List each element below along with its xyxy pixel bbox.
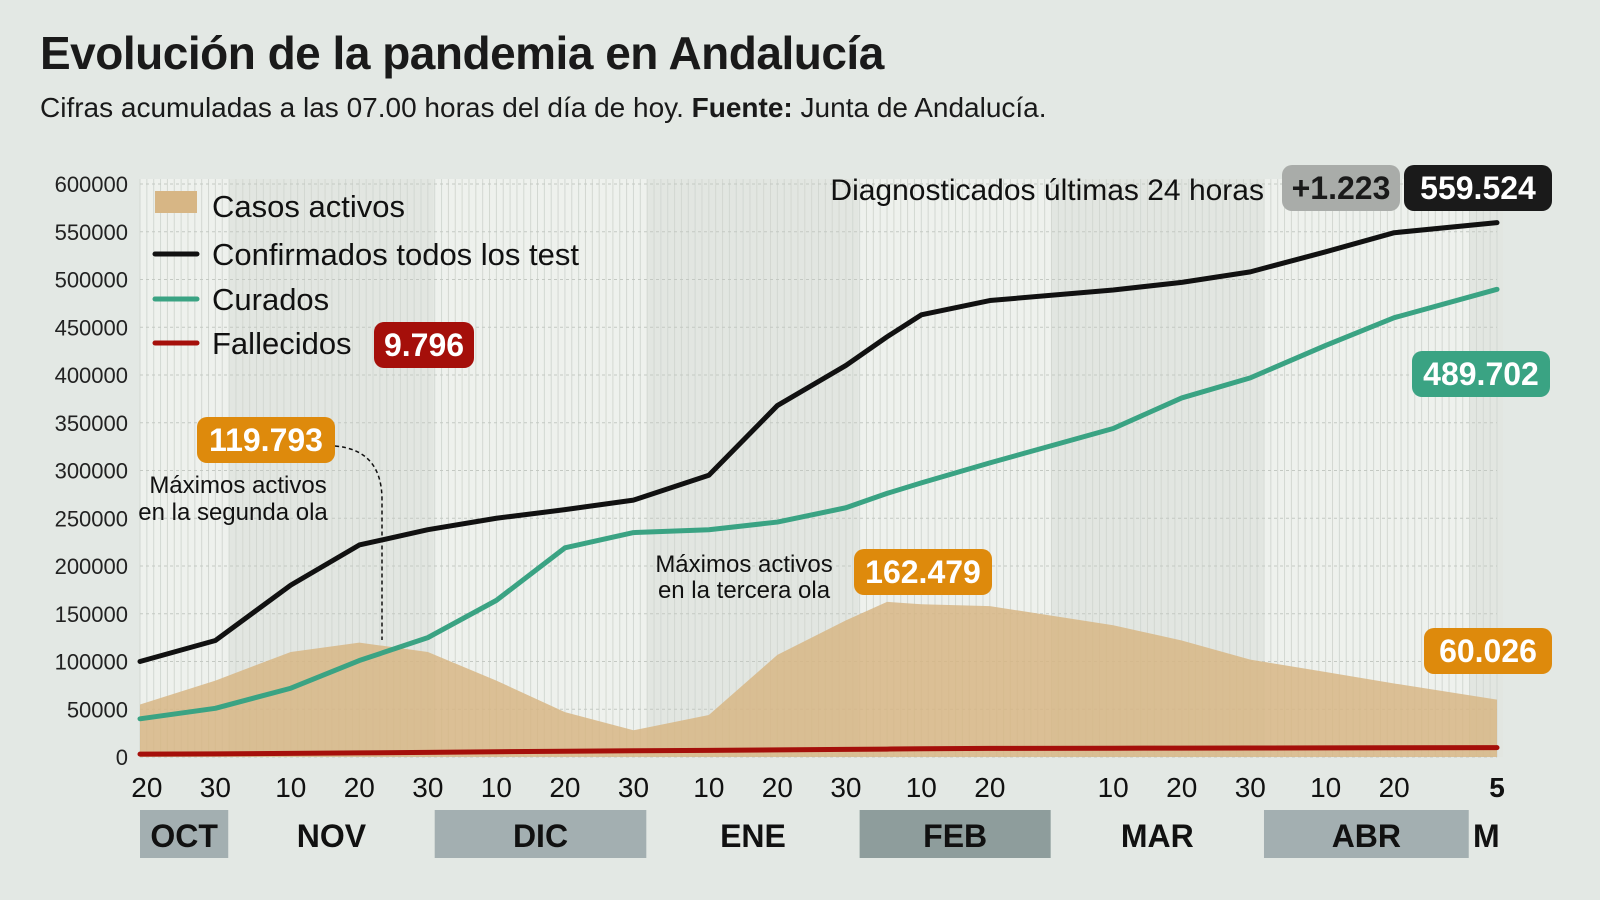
third-wave-note-1: Máximos activos: [655, 551, 832, 578]
month-label-ene: ENE: [720, 818, 786, 854]
confirmed-badge-text: 559.524: [1420, 170, 1536, 206]
x-tick-label: 20: [131, 772, 162, 803]
third-wave-badge-bg: [854, 549, 992, 595]
confirmed-badge: 559.524: [1404, 165, 1552, 211]
third-wave-badge-text: 162.479: [865, 554, 981, 590]
y-tick-label: 150000: [55, 602, 128, 627]
y-tick-label: 450000: [55, 315, 128, 340]
cured-badge-text: 489.702: [1423, 356, 1539, 392]
month-box: [1263, 810, 1469, 858]
active-badge-text: 60.026: [1439, 633, 1537, 669]
month-label-oct: OCT: [150, 818, 218, 854]
legend-label-confirmed: Confirmados todos los test: [212, 237, 579, 272]
month-label-feb: FEB: [923, 818, 987, 854]
source-name: Junta de Andalucía.: [800, 92, 1047, 123]
y-tick-label: 350000: [55, 411, 128, 436]
month-label-mar: MAR: [1121, 818, 1194, 854]
month-box: [434, 810, 647, 858]
subtitle-text: Cifras acumuladas a las 07.00 horas del …: [40, 92, 684, 123]
month-band: [1469, 179, 1503, 757]
legend-label-active: Casos activos: [212, 189, 405, 224]
third-wave-badge: 162.479: [854, 549, 992, 595]
second-wave-badge-text: 119.793: [209, 422, 323, 458]
legend-swatch-casos-activos: [155, 191, 197, 213]
y-tick-label: 500000: [55, 268, 128, 293]
x-tick-label: 10: [1098, 772, 1129, 803]
x-tick-label: 20: [1166, 772, 1197, 803]
series-line-cured: [137, 286, 1500, 722]
second-wave-note-2: en la segunda ola: [138, 499, 328, 526]
x-tick-label: 10: [275, 772, 306, 803]
month-label-nov: NOV: [297, 818, 367, 854]
x-tick-label: 10: [693, 772, 724, 803]
month-box: [859, 810, 1051, 858]
series-line-confirmed: [137, 220, 1500, 664]
x-tick-label: 30: [618, 772, 649, 803]
x-tick-label: 30: [830, 772, 861, 803]
y-tick-label: 0: [116, 745, 128, 770]
chart-title: Evolución de la pandemia en Andalucía: [40, 27, 884, 79]
deaths-badge-text: 9.796: [384, 327, 464, 363]
active-badge-bg: [1424, 628, 1552, 674]
x-tick-label: 20: [1379, 772, 1410, 803]
month-box: [140, 810, 229, 858]
y-tick-label: 600000: [55, 172, 128, 197]
y-tick-label: 200000: [55, 554, 128, 579]
diagnosed-24h-badge-text: +1.223: [1292, 170, 1391, 206]
legend-label-deaths: Fallecidos: [212, 326, 352, 361]
chart-subtitle: Cifras acumuladas a las 07.00 horas del …: [40, 92, 1047, 124]
x-tick-label: 10: [1310, 772, 1341, 803]
diagnosed-24h-badge-bg: [1282, 165, 1400, 211]
source-label: Fuente:: [691, 92, 793, 123]
x-tick-label: 20: [344, 772, 375, 803]
deaths-badge-bg: [374, 322, 474, 368]
y-tick-label: 50000: [67, 697, 128, 722]
month-label-abr: ABR: [1332, 818, 1401, 854]
x-tick-label: 30: [1235, 772, 1266, 803]
x-tick-label: 20: [762, 772, 793, 803]
y-tick-label: 100000: [55, 650, 128, 675]
series-line-deaths: [137, 745, 1500, 757]
y-tick-label: 300000: [55, 459, 128, 484]
cured-badge-bg: [1412, 351, 1550, 397]
series-area-casos-activos: [140, 601, 1497, 757]
x-tick-label: 20: [549, 772, 580, 803]
confirmed-badge-bg: [1404, 165, 1552, 211]
y-tick-label: 250000: [55, 506, 128, 531]
x-tick-label: 10: [906, 772, 937, 803]
annotation-connector: [334, 445, 383, 640]
active-badge: 60.026: [1424, 628, 1552, 674]
plot-background: [140, 179, 1497, 757]
month-label-dic: DIC: [513, 818, 568, 854]
month-band: [229, 179, 434, 757]
second-wave-note-1: Máximos activos: [149, 472, 326, 499]
diagnosed-24h-label: Diagnosticados últimas 24 horas: [830, 174, 1264, 207]
x-tick-label: 10: [481, 772, 512, 803]
month-label-m: M: [1473, 818, 1500, 854]
x-tick-label: 30: [200, 772, 231, 803]
y-tick-label: 400000: [55, 363, 128, 388]
diagnosed-24h-badge: +1.223: [1282, 165, 1400, 211]
x-tick-label: 20: [974, 772, 1005, 803]
second-wave-badge: 119.793: [197, 417, 335, 463]
second-wave-badge-bg: [197, 417, 335, 463]
third-wave-note-2: en la tercera ola: [658, 577, 831, 604]
y-tick-label: 550000: [55, 220, 128, 245]
legend-label-cured: Curados: [212, 282, 329, 317]
x-tick-label: 30: [412, 772, 443, 803]
x-tick-label: 5: [1489, 772, 1505, 803]
deaths-badge: 9.796: [374, 322, 474, 368]
month-band: [1051, 179, 1264, 757]
month-band: [647, 179, 859, 757]
cured-badge: 489.702: [1412, 351, 1550, 397]
